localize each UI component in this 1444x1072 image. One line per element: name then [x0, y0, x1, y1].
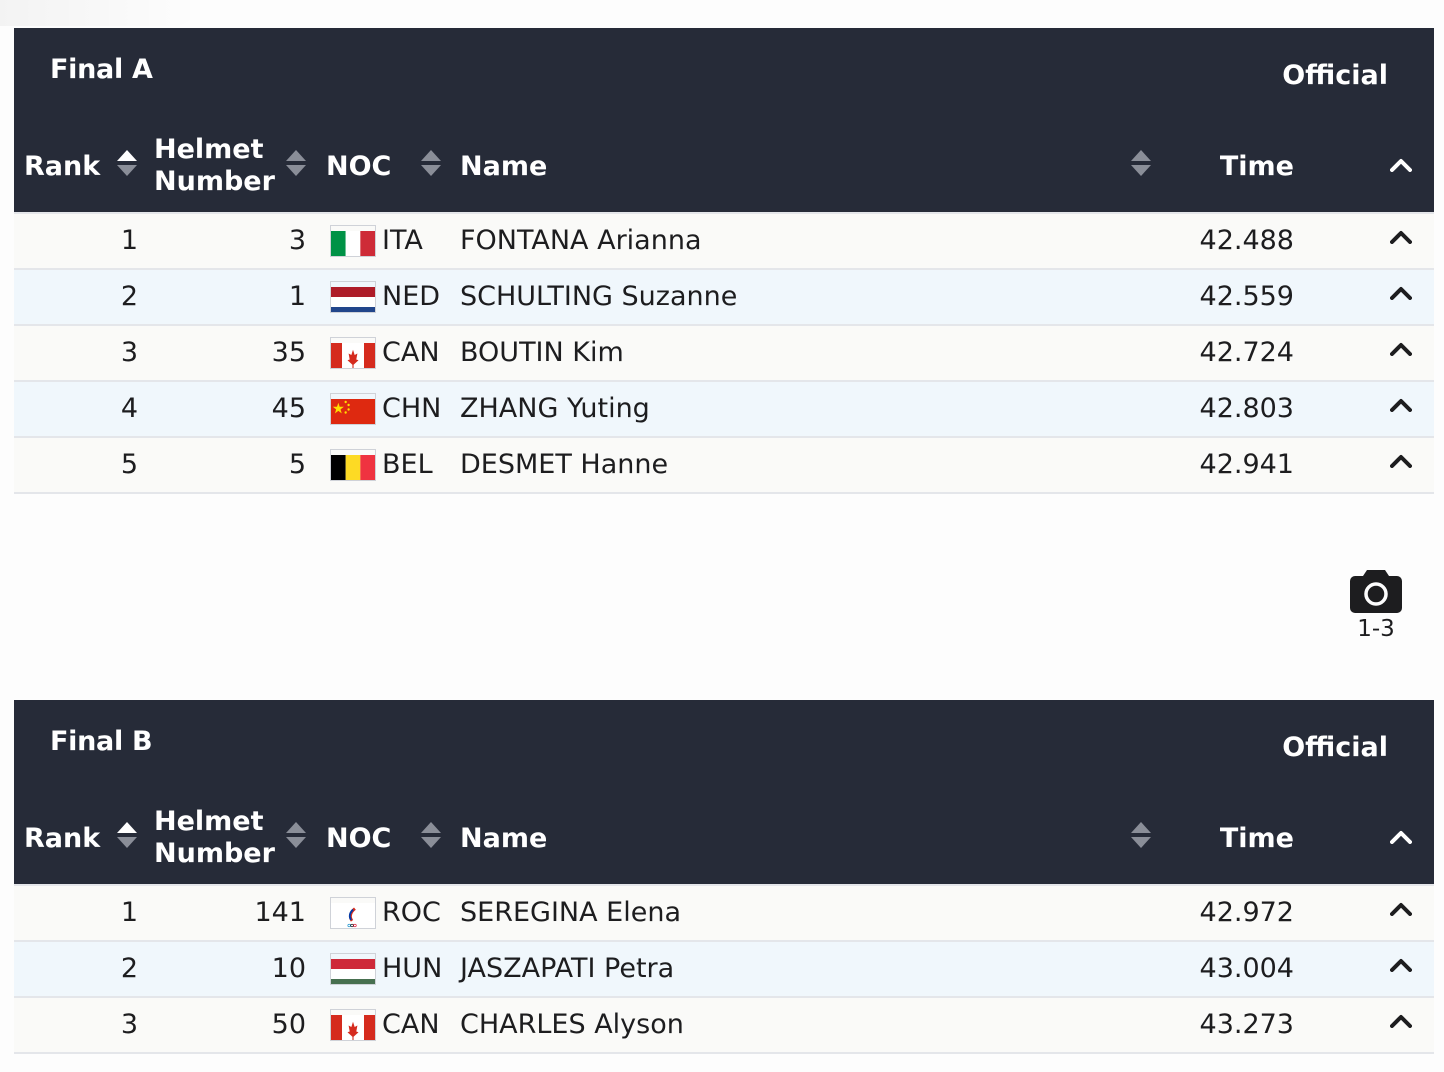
flag-ned-icon	[330, 281, 376, 313]
noc-cell: ROC	[382, 897, 441, 928]
noc-cell: CAN	[382, 1009, 440, 1040]
final-a-table: Final A Official Rank Helmet Number NOC …	[14, 28, 1434, 494]
chevron-up-icon[interactable]	[1390, 902, 1412, 916]
rank-cell: 3	[120, 337, 138, 368]
final-b-header: Final B Official Rank Helmet Number NOC …	[14, 700, 1434, 884]
col-time-header[interactable]: Time	[1219, 823, 1294, 854]
flag-roc-icon	[330, 897, 376, 929]
time-cell: 42.972	[1199, 897, 1294, 928]
time-cell: 42.724	[1199, 337, 1294, 368]
chevron-up-icon[interactable]	[1390, 1014, 1412, 1028]
final-b-status: Official	[1282, 732, 1388, 763]
sort-rank-icon[interactable]	[117, 150, 137, 178]
athlete-name[interactable]: FONTANA Arianna	[460, 225, 702, 256]
flag-ita-icon	[330, 225, 376, 257]
time-cell: 43.273	[1199, 1009, 1294, 1040]
rank-cell: 2	[120, 953, 138, 984]
flag-can-icon	[330, 1009, 376, 1041]
table-row[interactable]: 5 5 BEL DESMET Hanne 42.941	[14, 436, 1434, 494]
final-a-status: Official	[1282, 60, 1388, 91]
noc-cell: ITA	[382, 225, 423, 256]
helmet-cell: 45	[271, 393, 306, 424]
rank-cell: 1	[120, 225, 138, 256]
table-row[interactable]: 2 1 NED SCHULTING Suzanne 42.559	[14, 268, 1434, 324]
helmet-cell: 10	[271, 953, 306, 984]
final-b-table: Final B Official Rank Helmet Number NOC …	[14, 700, 1434, 1054]
final-b-title: Final B	[50, 726, 153, 757]
helmet-cell: 35	[271, 337, 306, 368]
rank-cell: 3	[120, 1009, 138, 1040]
athlete-name[interactable]: BOUTIN Kim	[460, 337, 624, 368]
rank-cell: 2	[120, 281, 138, 312]
flag-hun-icon	[330, 953, 376, 985]
time-cell: 42.488	[1199, 225, 1294, 256]
helmet-cell: 50	[271, 1009, 306, 1040]
final-a-title: Final A	[50, 54, 153, 85]
time-cell: 42.803	[1199, 393, 1294, 424]
col-time-header[interactable]: Time	[1219, 151, 1294, 182]
time-cell: 43.004	[1199, 953, 1294, 984]
rank-cell: 4	[120, 393, 138, 424]
rank-cell: 1	[120, 897, 138, 928]
col-rank-header[interactable]: Rank	[24, 823, 101, 854]
sort-helmet-icon[interactable]	[286, 150, 306, 178]
athlete-name[interactable]: SCHULTING Suzanne	[460, 281, 738, 312]
noc-cell: CHN	[382, 393, 442, 424]
sort-rank-icon[interactable]	[117, 822, 137, 850]
col-name-header[interactable]: Name	[460, 823, 548, 854]
chevron-up-icon[interactable]	[1390, 398, 1412, 412]
chevron-up-icon[interactable]	[1390, 958, 1412, 972]
collapse-all-chevron-up-icon[interactable]	[1390, 158, 1412, 172]
noc-cell: NED	[382, 281, 441, 312]
col-name-header[interactable]: Name	[460, 151, 548, 182]
athlete-name[interactable]: CHARLES Alyson	[460, 1009, 684, 1040]
camera-icon[interactable]	[1349, 568, 1403, 614]
noc-cell: HUN	[382, 953, 443, 984]
top-shade	[0, 0, 200, 26]
helmet-cell: 141	[254, 897, 306, 928]
sort-helmet-icon[interactable]	[286, 822, 306, 850]
photo-finish-link[interactable]: 1-3	[1344, 568, 1408, 642]
time-cell: 42.559	[1199, 281, 1294, 312]
chevron-up-icon[interactable]	[1390, 342, 1412, 356]
table-row[interactable]: 2 10 HUN JASZAPATI Petra 43.004	[14, 940, 1434, 996]
helmet-cell: 5	[288, 449, 306, 480]
final-a-header: Final A Official Rank Helmet Number NOC …	[14, 28, 1434, 212]
chevron-up-icon[interactable]	[1390, 286, 1412, 300]
col-noc-header[interactable]: NOC	[326, 823, 392, 854]
col-helmet-header[interactable]: Helmet Number	[154, 134, 275, 197]
noc-cell: CAN	[382, 337, 440, 368]
table-row[interactable]: 4 45 CHN ZHANG Yuting 42.803	[14, 380, 1434, 436]
photo-finish-label[interactable]: 1-3	[1357, 616, 1395, 642]
sort-name-icon[interactable]	[1131, 150, 1151, 178]
helmet-cell: 1	[288, 281, 306, 312]
flag-can-icon	[330, 337, 376, 369]
athlete-name[interactable]: ZHANG Yuting	[460, 393, 650, 424]
sort-noc-icon[interactable]	[421, 150, 441, 178]
sort-noc-icon[interactable]	[421, 822, 441, 850]
table-row[interactable]: 3 50 CAN CHARLES Alyson 43.273	[14, 996, 1434, 1054]
athlete-name[interactable]: SEREGINA Elena	[460, 897, 681, 928]
col-noc-header[interactable]: NOC	[326, 151, 392, 182]
athlete-name[interactable]: JASZAPATI Petra	[460, 953, 675, 984]
table-row[interactable]: 1 141 ROC SEREGINA Elena 42.972	[14, 884, 1434, 940]
table-row[interactable]: 3 35 CAN BOUTIN Kim 42.724	[14, 324, 1434, 380]
flag-chn-icon	[330, 393, 376, 425]
noc-cell: BEL	[382, 449, 433, 480]
col-rank-header[interactable]: Rank	[24, 151, 101, 182]
flag-bel-icon	[330, 449, 376, 481]
col-helmet-header[interactable]: Helmet Number	[154, 806, 275, 869]
chevron-up-icon[interactable]	[1390, 454, 1412, 468]
time-cell: 42.941	[1199, 449, 1294, 480]
rank-cell: 5	[120, 449, 138, 480]
helmet-cell: 3	[288, 225, 306, 256]
athlete-name[interactable]: DESMET Hanne	[460, 449, 669, 480]
sort-name-icon[interactable]	[1131, 822, 1151, 850]
chevron-up-icon[interactable]	[1390, 230, 1412, 244]
collapse-all-chevron-up-icon[interactable]	[1390, 830, 1412, 844]
table-row[interactable]: 1 3 ITA FONTANA Arianna 42.488	[14, 212, 1434, 268]
